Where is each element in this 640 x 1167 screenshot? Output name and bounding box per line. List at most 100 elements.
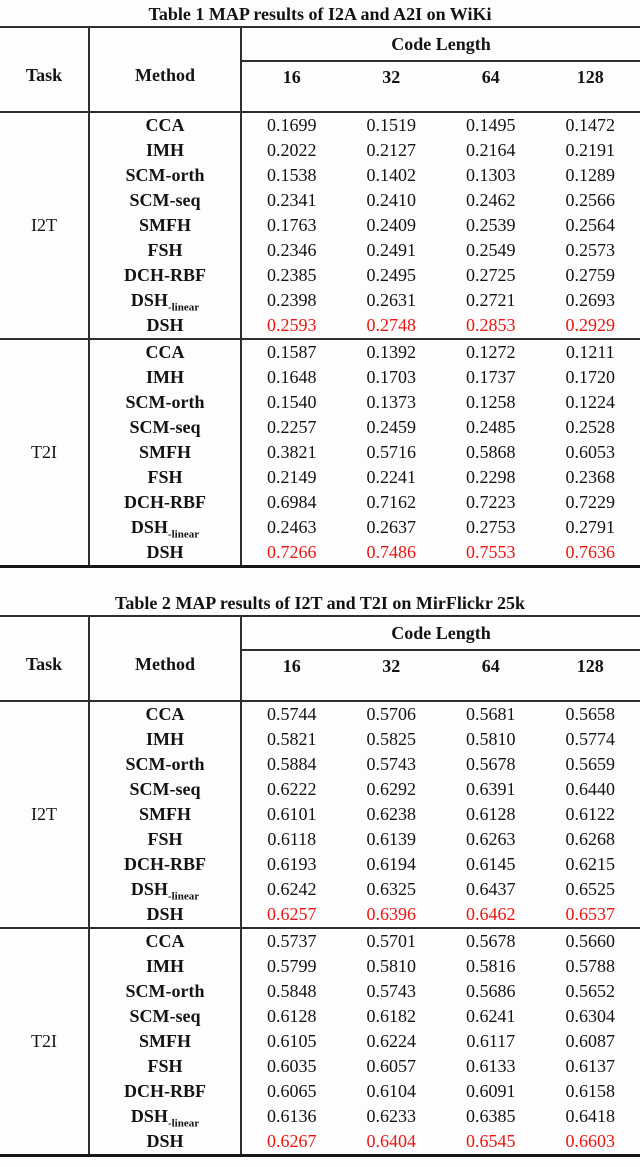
- method-cell: DSH-linear: [90, 1104, 242, 1129]
- map-value: 0.5678: [441, 752, 541, 777]
- method-cell: DSH: [90, 313, 242, 338]
- map-value: 0.2539: [441, 213, 541, 238]
- map-value: 0.2528: [541, 415, 640, 440]
- map-value: 0.6238: [342, 802, 442, 827]
- task-cell: T2I: [0, 340, 90, 565]
- map-value: 0.7636: [541, 540, 640, 565]
- method-label: FSH: [147, 240, 182, 260]
- map-value: 0.6133: [441, 1054, 541, 1079]
- header-code-length-group: Code Length 16 32 64 128: [242, 617, 640, 700]
- map-value: 0.5774: [541, 727, 640, 752]
- header-length-64: 64: [441, 656, 541, 677]
- map-value: 0.5652: [541, 979, 640, 1004]
- map-value: 0.1720: [541, 365, 640, 390]
- method-label: DCH-RBF: [124, 265, 206, 285]
- map-value: 0.7162: [342, 490, 442, 515]
- map-value: 0.5660: [541, 929, 640, 954]
- map-value: 0.5706: [342, 702, 442, 727]
- map-value: 0.2491: [342, 238, 442, 263]
- method-subscript: -linear: [168, 302, 199, 314]
- map-value: 0.6158: [541, 1079, 640, 1104]
- map-value: 0.6241: [441, 1004, 541, 1029]
- map-value: 0.6104: [342, 1079, 442, 1104]
- map-value: 0.2459: [342, 415, 442, 440]
- map-value: 0.5659: [541, 752, 640, 777]
- map-value: 0.5810: [342, 954, 442, 979]
- map-value: 0.7553: [441, 540, 541, 565]
- method-label: SCM-orth: [126, 165, 205, 185]
- map-value: 0.2409: [342, 213, 442, 238]
- header-length-128: 128: [541, 67, 640, 88]
- map-value: 0.1538: [242, 163, 342, 188]
- map-value: 0.2022: [242, 138, 342, 163]
- method-label: DSH: [146, 542, 183, 562]
- map-value: 0.5848: [242, 979, 342, 1004]
- method-cell: DSH: [90, 540, 242, 565]
- map-value: 0.5686: [441, 979, 541, 1004]
- table-2-header: Task Method Code Length 16 32 64 128: [0, 617, 640, 702]
- map-value: 0.6193: [242, 852, 342, 877]
- header-length-64: 64: [441, 67, 541, 88]
- map-value: 0.1519: [342, 113, 442, 138]
- map-value: 0.1272: [441, 340, 541, 365]
- method-cell: IMH: [90, 727, 242, 752]
- method-cell: SCM-seq: [90, 777, 242, 802]
- method-cell: DSH: [90, 902, 242, 927]
- map-value: 0.2410: [342, 188, 442, 213]
- method-cell: FSH: [90, 1054, 242, 1079]
- map-value: 0.6215: [541, 852, 640, 877]
- header-code-length-cell: Code Length: [242, 28, 640, 62]
- method-cell: SCM-orth: [90, 163, 242, 188]
- header-lengths-row: 16 32 64 128: [242, 651, 640, 700]
- method-cell: SCM-seq: [90, 188, 242, 213]
- map-value: 0.6257: [242, 902, 342, 927]
- map-value: 0.2462: [441, 188, 541, 213]
- map-value: 0.2566: [541, 188, 640, 213]
- map-value: 0.1289: [541, 163, 640, 188]
- method-label: SCM-seq: [130, 779, 201, 799]
- table-1-block: Table 1 MAP results of I2A and A2I on Wi…: [0, 2, 640, 568]
- map-value: 0.2759: [541, 263, 640, 288]
- map-value: 0.1763: [242, 213, 342, 238]
- map-value: 0.5816: [441, 954, 541, 979]
- map-value: 0.2791: [541, 515, 640, 540]
- method-cell: DSH-linear: [90, 288, 242, 313]
- map-value: 0.1587: [242, 340, 342, 365]
- map-value: 0.5743: [342, 979, 442, 1004]
- map-value: 0.5799: [242, 954, 342, 979]
- method-label: DSH: [131, 517, 168, 537]
- map-value: 0.6057: [342, 1054, 442, 1079]
- header-length-16: 16: [242, 67, 342, 88]
- method-subscript: -linear: [168, 529, 199, 541]
- map-value: 0.6263: [441, 827, 541, 852]
- method-cell: DSH-linear: [90, 515, 242, 540]
- method-label: SCM-seq: [130, 417, 201, 437]
- method-subscript: -linear: [168, 1118, 199, 1130]
- map-value: 0.1648: [242, 365, 342, 390]
- map-value: 0.6440: [541, 777, 640, 802]
- table-1-header: Task Method Code Length 16 32 64 128: [0, 28, 640, 113]
- method-label: FSH: [147, 1056, 182, 1076]
- map-value: 0.5868: [441, 440, 541, 465]
- method-label: DCH-RBF: [124, 854, 206, 874]
- header-task-cell: Task: [0, 617, 90, 700]
